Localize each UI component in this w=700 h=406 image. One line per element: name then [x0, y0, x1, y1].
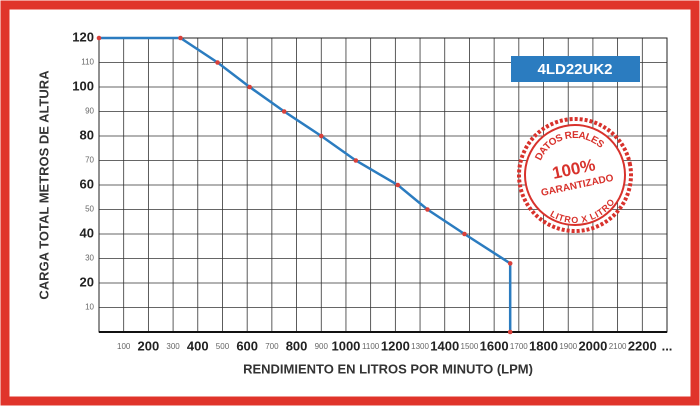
point	[395, 182, 401, 188]
y-tick-label: 70	[85, 156, 94, 165]
x-tick-label: 200	[138, 338, 160, 353]
y-tick-label: 10	[85, 303, 94, 312]
x-tick-label: 100	[117, 342, 131, 351]
point	[215, 60, 220, 65]
x-tick-label: 500	[216, 342, 230, 351]
y-tick-label: 60	[80, 176, 94, 191]
title-box	[511, 56, 640, 82]
x-tick-label: 1700	[510, 342, 528, 351]
point	[462, 231, 467, 237]
point	[425, 207, 430, 212]
x-tick-label: 1600	[480, 338, 509, 353]
x-tick-label: 1200	[381, 338, 410, 353]
y-tick-label: 50	[85, 205, 94, 214]
chart-title: 4LD22UK2	[537, 61, 612, 78]
y-tick-label: 80	[80, 127, 94, 142]
point	[281, 109, 287, 114]
x-tick-label: 400	[187, 338, 209, 353]
y-axis-label: CARGA TOTAL METROS DE ALTURA	[36, 70, 51, 300]
x-tick-label: 1400	[430, 338, 459, 353]
x-tick-label: 1000	[331, 338, 360, 353]
y-tick-label: 110	[81, 58, 94, 67]
point	[507, 329, 513, 335]
x-tick-label: 900	[315, 342, 329, 351]
y-tick-label: 100	[72, 78, 94, 93]
y-tick-label: 30	[85, 254, 94, 263]
y-tick-label: 40	[80, 225, 94, 240]
y-tick-label: 20	[80, 274, 94, 289]
x-tick-label: 300	[166, 342, 180, 351]
x-tick-label: 1900	[559, 342, 577, 351]
x-tick-label: 2100	[609, 342, 627, 351]
x-tick-label: 600	[236, 338, 258, 353]
x-tick-label: 1500	[461, 342, 479, 351]
x-tick-label: 1100	[362, 342, 380, 351]
badge-ring	[524, 124, 626, 226]
y-tick-label: 90	[85, 107, 94, 116]
x-tick-label: ...	[662, 338, 673, 353]
point	[318, 133, 324, 139]
x-tick-label: 2000	[578, 338, 607, 353]
x-tick-label: 2200	[628, 338, 657, 353]
point	[247, 84, 252, 90]
point	[178, 35, 183, 41]
point	[353, 158, 359, 163]
x-tick-label: 700	[265, 342, 279, 351]
x-tick-label: 800	[286, 338, 308, 353]
x-axis-label: RENDIMIENTO EN LITROS POR MINUTO (LPM)	[243, 361, 533, 376]
point	[96, 35, 102, 41]
y-tick-label: 120	[72, 29, 94, 44]
x-tick-label: 1800	[529, 338, 558, 353]
badge-ring	[517, 117, 633, 233]
point	[507, 261, 513, 266]
series-line	[99, 36, 512, 332]
x-tick-label: 1300	[411, 342, 429, 351]
